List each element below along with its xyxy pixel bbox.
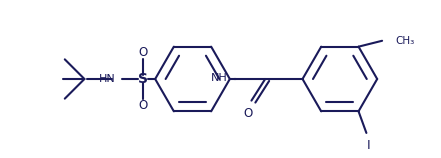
Text: S: S xyxy=(138,72,148,86)
Text: O: O xyxy=(139,99,148,112)
Text: CH₃: CH₃ xyxy=(396,36,415,46)
Text: NH: NH xyxy=(211,73,228,83)
Text: O: O xyxy=(139,46,148,59)
Text: I: I xyxy=(366,139,370,152)
Text: O: O xyxy=(244,106,253,119)
Text: HN: HN xyxy=(99,74,116,84)
